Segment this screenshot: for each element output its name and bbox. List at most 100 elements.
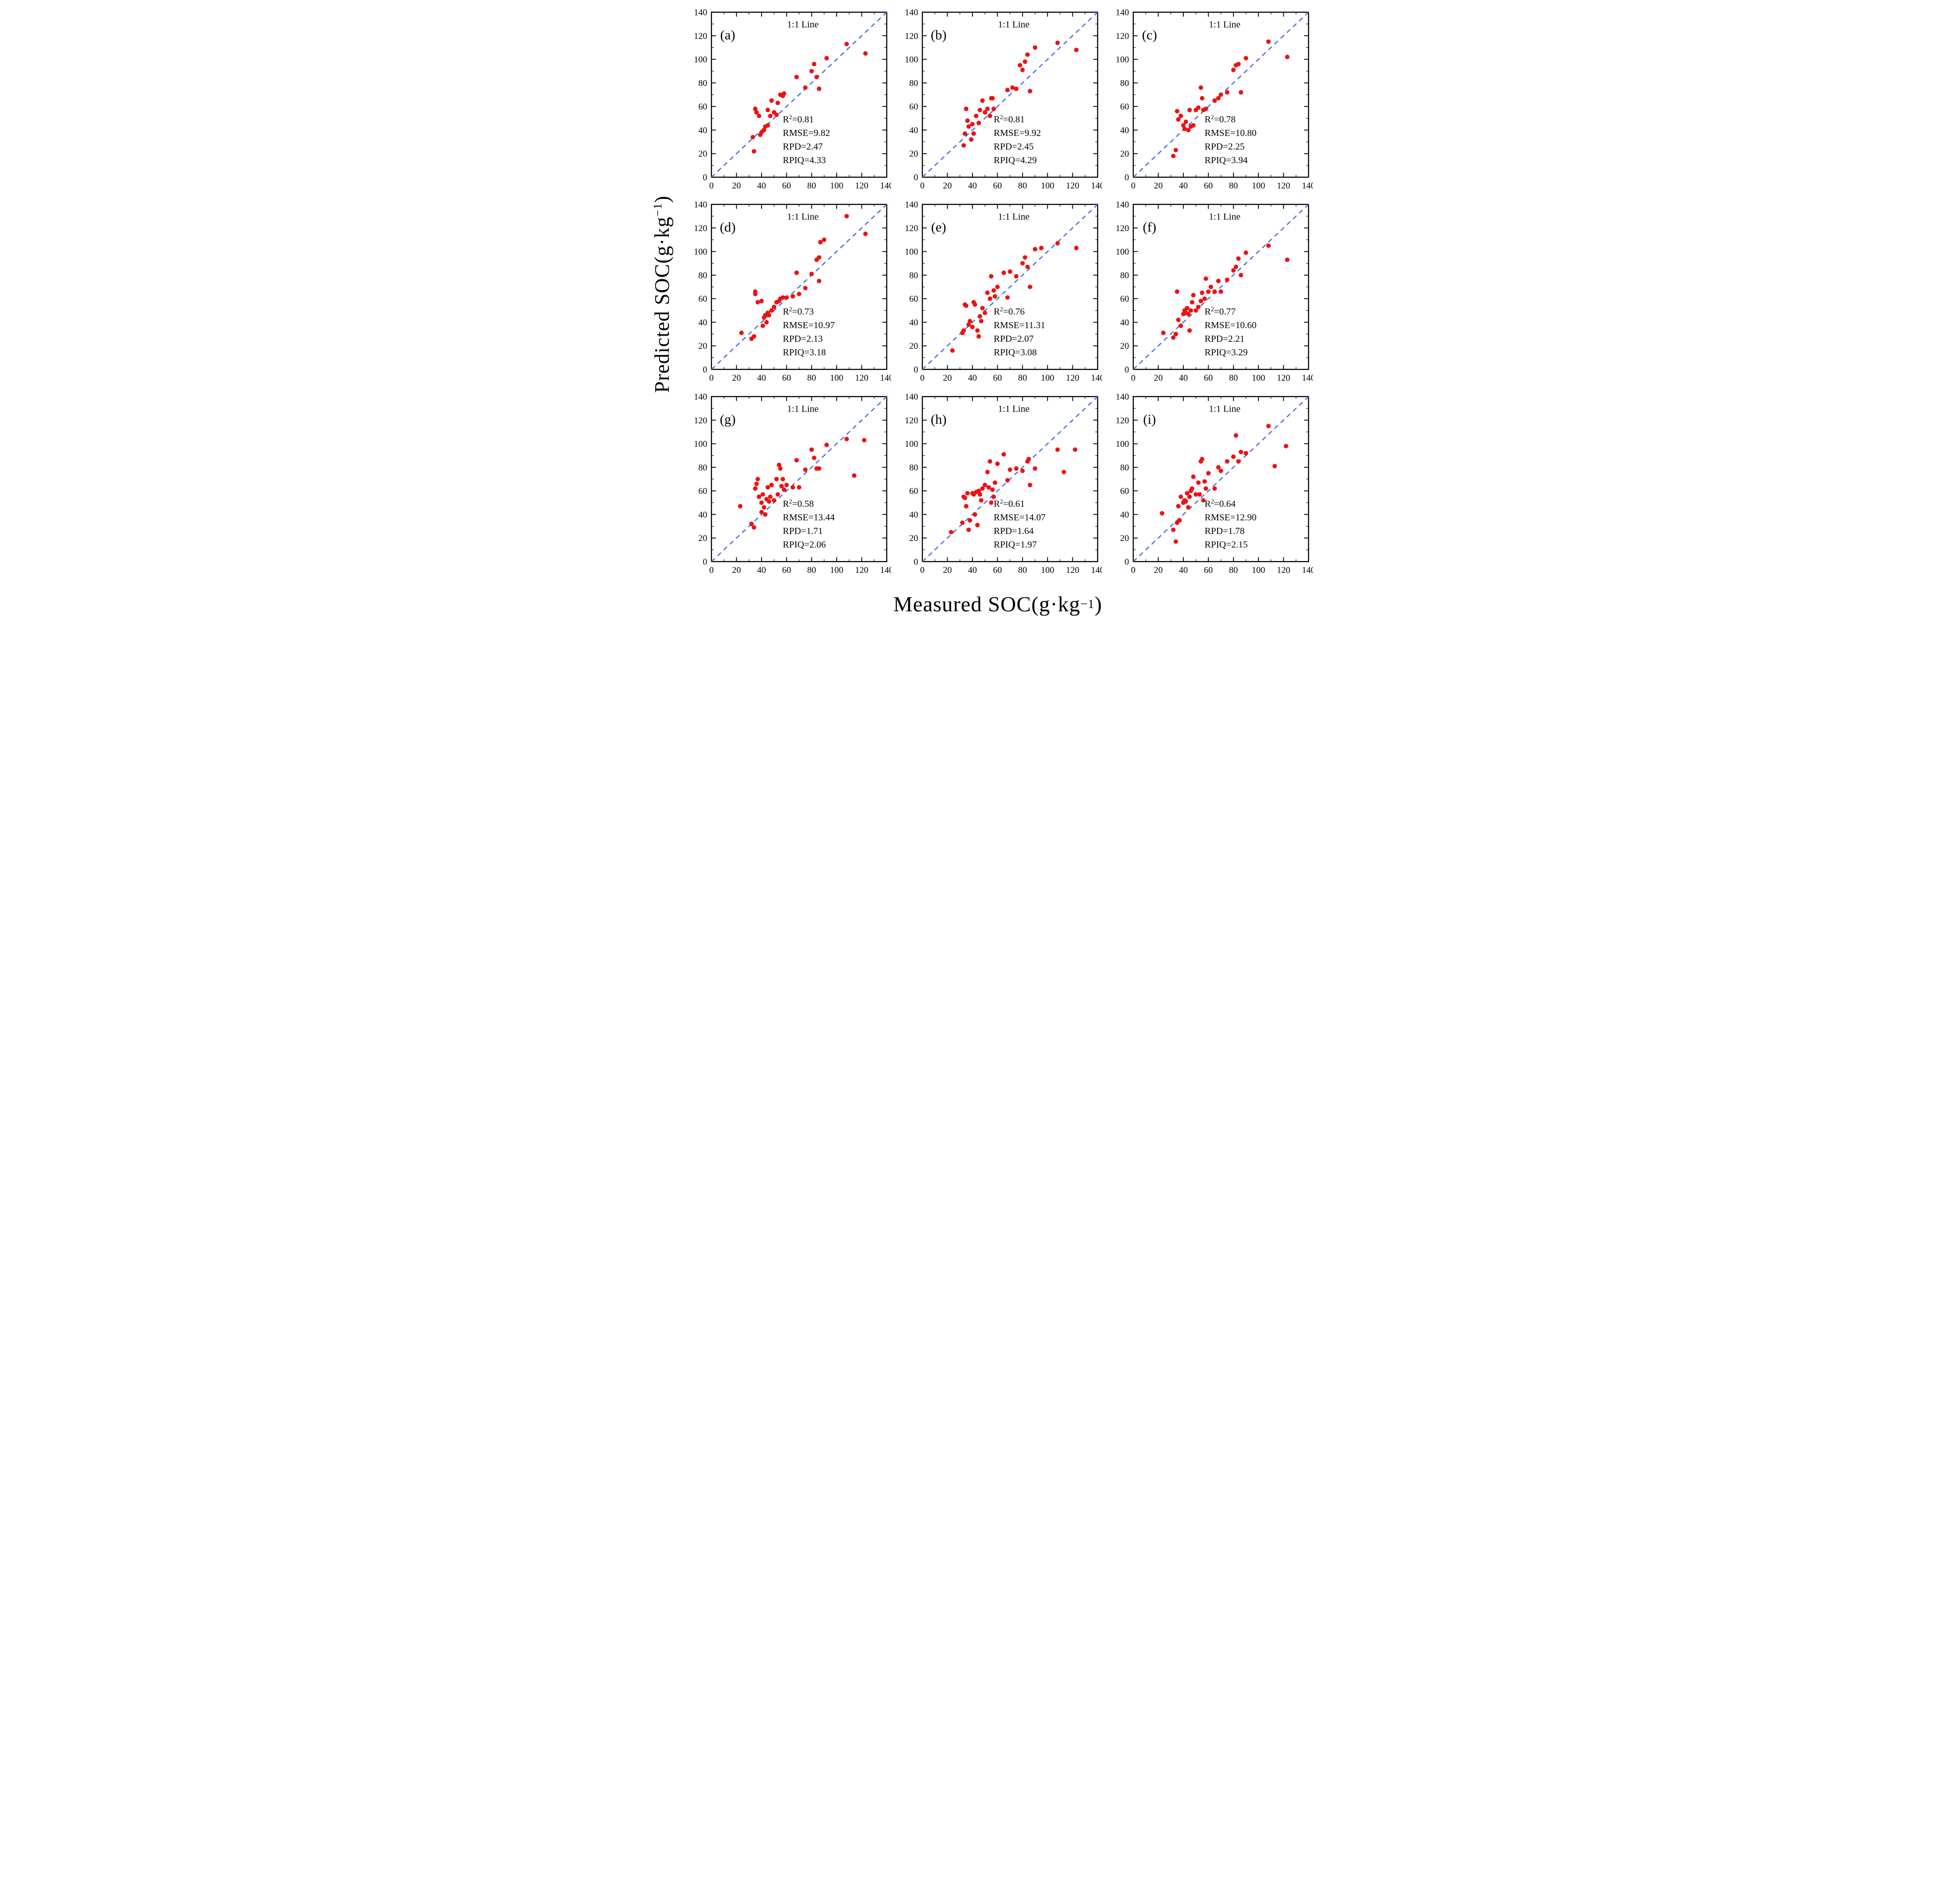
data-point (779, 484, 784, 488)
y-tick-label: 60 (1120, 487, 1129, 496)
x-tick-label: 20 (1154, 373, 1163, 383)
data-point (794, 458, 799, 463)
y-tick-label: 100 (694, 55, 708, 65)
one-to-one-line (922, 204, 1098, 370)
y-tick-label: 20 (909, 533, 918, 543)
x-tick-label: 80 (1018, 373, 1027, 383)
stat-rpiq: RPIQ=2.15 (1204, 540, 1248, 550)
y-tick-label: 20 (698, 341, 707, 351)
data-point (1062, 470, 1066, 474)
data-point (1039, 246, 1044, 250)
x-tick-label: 100 (830, 181, 844, 191)
scatter-plot-g: 00 20 20 40 40 60 60 80 80 100 100 120 120 140 140 1:1 … (694, 392, 894, 576)
data-point (1266, 243, 1271, 248)
data-point (1027, 285, 1032, 289)
stat-r2: R2=0.77 (1204, 306, 1235, 317)
data-point (862, 438, 867, 443)
data-point (1055, 40, 1060, 45)
data-point (762, 128, 766, 133)
y-tick-label: 120 (905, 416, 919, 426)
y-tick-label: 0 (914, 365, 919, 375)
one-to-one-label: 1:1 Line (1209, 212, 1240, 222)
data-point (1171, 527, 1176, 532)
x-axis-label-superscript: −1 (1080, 596, 1095, 611)
data-point (803, 467, 808, 472)
x-tick-label: 60 (993, 373, 1002, 383)
y-tick-label: 140 (905, 8, 919, 18)
x-tick-label: 100 (830, 565, 844, 575)
stat-r2: R2=0.64 (1204, 498, 1235, 509)
data-point (797, 292, 801, 296)
y-tick-label: 100 (694, 247, 708, 257)
data-point (980, 306, 985, 311)
y-tick-label: 20 (1120, 149, 1129, 159)
data-point (979, 498, 984, 503)
data-point (1008, 269, 1012, 274)
data-point (990, 487, 995, 492)
stat-rpiq: RPIQ=3.94 (1204, 155, 1248, 165)
x-tick-label: 140 (1091, 373, 1102, 383)
x-tick-label: 40 (1179, 373, 1188, 383)
y-tick-label: 20 (909, 341, 918, 351)
data-point (1236, 256, 1241, 261)
stat-rpd: RPD=2.13 (783, 334, 823, 344)
stat-rpd: RPD=1.64 (994, 526, 1033, 536)
data-point (1191, 293, 1196, 298)
y-tick-label: 140 (694, 200, 708, 210)
data-point (1183, 499, 1188, 504)
y-tick-label: 100 (694, 439, 708, 449)
one-to-one-label: 1:1 Line (1209, 404, 1240, 414)
data-point (1186, 128, 1191, 133)
one-to-one-line (1133, 204, 1309, 370)
data-point (1200, 96, 1204, 101)
x-tick-label: 0 (709, 565, 714, 575)
data-point (982, 482, 987, 488)
scatter-plot-d: 00 20 20 40 40 60 60 80 80 100 100 120 120 140 140 1:1 … (694, 200, 894, 383)
data-point (754, 481, 759, 486)
data-point (790, 294, 795, 299)
data-point (1027, 89, 1032, 94)
data-point (765, 123, 771, 128)
y-tick-label: 0 (914, 557, 919, 567)
data-point (1185, 491, 1189, 496)
x-tick-label: 20 (943, 373, 952, 383)
data-point (774, 477, 779, 481)
data-point (1171, 335, 1176, 340)
data-point (1017, 63, 1023, 68)
data-point (1284, 443, 1288, 449)
data-point (759, 510, 764, 515)
data-point (738, 504, 743, 509)
one-to-one-label: 1:1 Line (998, 20, 1029, 30)
x-tick-label: 20 (732, 565, 741, 575)
data-point (1020, 68, 1025, 72)
data-point (763, 512, 768, 517)
y-tick-label: 40 (909, 510, 918, 520)
data-point (979, 319, 984, 323)
data-point (803, 85, 808, 90)
y-tick-label: 100 (905, 55, 919, 65)
data-point (784, 295, 789, 300)
data-point (949, 530, 954, 534)
data-point (1266, 424, 1271, 428)
stat-rpd: RPD=2.07 (994, 334, 1033, 344)
y-tick-label: 120 (905, 224, 919, 233)
x-tick-label: 120 (855, 181, 868, 191)
x-tick-label: 40 (757, 373, 766, 383)
y-tick-label: 100 (1116, 55, 1130, 65)
data-point (739, 330, 744, 335)
data-point (1032, 466, 1038, 471)
data-point (967, 319, 973, 323)
scatter-plot-f: 00 20 20 40 40 60 60 80 80 100 100 120 120 140 140 1:1 … (1116, 200, 1316, 383)
y-tick-label: 100 (1116, 439, 1130, 449)
data-point (1191, 123, 1196, 128)
x-axis-label-text: Measured SOC(g·kg (893, 592, 1081, 616)
data-point (1243, 250, 1249, 255)
panel-letter: (g) (720, 412, 736, 427)
x-tick-label: 120 (1066, 181, 1079, 191)
x-tick-label: 100 (1041, 373, 1055, 383)
data-point (966, 527, 971, 532)
data-point (1285, 54, 1290, 60)
data-point (990, 96, 995, 101)
data-point (1014, 274, 1019, 279)
data-point (961, 328, 966, 333)
